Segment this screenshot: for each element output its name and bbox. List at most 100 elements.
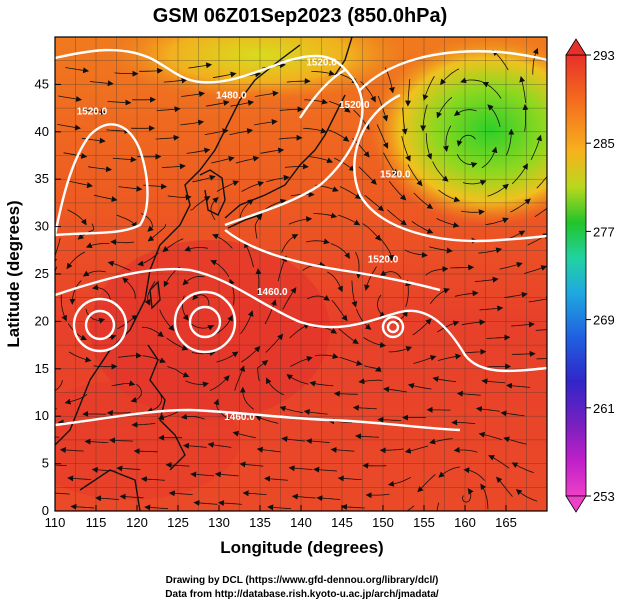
- streamline: [404, 249, 428, 258]
- typhoon-east: [381, 315, 405, 339]
- contour-label: 1460.0: [224, 412, 255, 423]
- streamline: [240, 345, 261, 363]
- streamline: [229, 278, 235, 306]
- y-axis-ticks: 0 5 10 15 20 25 30 35 40 45: [35, 76, 61, 518]
- streamline: [438, 466, 461, 478]
- streamline: [168, 490, 193, 497]
- colorbar-top-arrow: [565, 38, 587, 56]
- streamline: [181, 295, 189, 321]
- streamline: [235, 155, 260, 164]
- streamline: [429, 287, 450, 304]
- streamline: [60, 294, 67, 322]
- streamline: [487, 363, 512, 370]
- typhoon-center: [173, 290, 237, 354]
- streamline: [156, 106, 181, 113]
- x-tick-label: 135: [249, 515, 271, 530]
- streamline: [67, 209, 87, 226]
- streamline: [500, 410, 525, 417]
- streamline: [242, 490, 267, 497]
- streamline: [487, 104, 501, 127]
- streamline: [260, 147, 285, 154]
- streamline: [362, 223, 382, 241]
- coastline-china: [55, 44, 301, 446]
- streamline: [180, 119, 205, 126]
- streamline: [407, 164, 423, 187]
- streamline: [266, 377, 285, 396]
- streamline: [479, 305, 504, 312]
- streamline: [254, 214, 263, 239]
- streamline: [355, 433, 379, 440]
- streamline: [93, 194, 118, 202]
- streamline: [142, 326, 165, 337]
- streamline: [481, 378, 506, 385]
- streamline: [425, 133, 433, 160]
- streamline: [257, 359, 269, 381]
- x-tick-label: 145: [331, 515, 353, 530]
- streamline: [412, 318, 432, 336]
- contour-label: 1480.0: [216, 91, 247, 102]
- colorbar-gradient: [565, 54, 587, 497]
- streamline: [122, 277, 136, 299]
- streamline: [532, 47, 539, 75]
- streamline: [313, 212, 338, 219]
- streamline: [279, 106, 304, 113]
- streamline: [281, 234, 299, 253]
- streamline: [480, 483, 489, 510]
- streamline: [207, 441, 232, 448]
- streamline: [267, 504, 292, 511]
- streamline: [289, 323, 310, 339]
- streamline: [339, 186, 362, 200]
- streamline: [304, 98, 328, 105]
- streamline: [95, 495, 119, 502]
- streamline: [159, 309, 175, 332]
- contour-1460-south: [55, 408, 461, 432]
- streamline: [413, 355, 437, 364]
- streamline: [118, 352, 142, 359]
- streamline: [85, 242, 110, 248]
- streamline: [487, 183, 509, 197]
- streamline: [166, 337, 189, 351]
- streamline: [379, 237, 395, 262]
- streamline: [116, 214, 137, 229]
- streamline: [286, 374, 309, 385]
- streamline: [93, 363, 118, 370]
- contour-1520-mid: [224, 229, 441, 292]
- streamline: [212, 71, 237, 79]
- height-contours: [55, 48, 547, 432]
- streamline: [264, 198, 287, 211]
- streamline: [167, 366, 190, 378]
- streamline: [265, 333, 284, 353]
- streamline: [107, 260, 131, 271]
- streamline: [333, 390, 358, 397]
- streamline: [68, 351, 92, 363]
- streamline: [84, 438, 109, 445]
- x-tick-label: 150: [372, 515, 394, 530]
- streamline: [331, 300, 348, 322]
- streamline: [511, 321, 535, 328]
- streamline: [63, 152, 88, 159]
- y-tick-label: 20: [35, 313, 49, 328]
- streamline: [229, 128, 254, 135]
- streamline: [66, 251, 85, 270]
- contour-1480: [298, 68, 346, 119]
- streamline: [535, 329, 547, 331]
- streamline: [536, 358, 547, 360]
- streamline: [190, 471, 215, 478]
- y-tick-label: 25: [35, 266, 49, 281]
- streamline: [383, 152, 397, 176]
- streamline: [511, 350, 536, 357]
- streamline: [478, 247, 503, 254]
- streamline: [451, 419, 476, 426]
- contour-1520-ringeast: [353, 93, 547, 243]
- streamline: [218, 500, 242, 507]
- streamline: [70, 503, 95, 510]
- streamline: [140, 476, 165, 483]
- x-tick-label: 155: [413, 515, 435, 530]
- credit-data: Data from http://database.rish.kyoto-u.a…: [165, 589, 439, 600]
- streamline: [506, 128, 515, 156]
- contour-label: 1520.0: [339, 100, 370, 111]
- streamline: [506, 382, 530, 389]
- streamline: [309, 156, 334, 164]
- streamline: [214, 471, 239, 478]
- streamline: [82, 270, 106, 277]
